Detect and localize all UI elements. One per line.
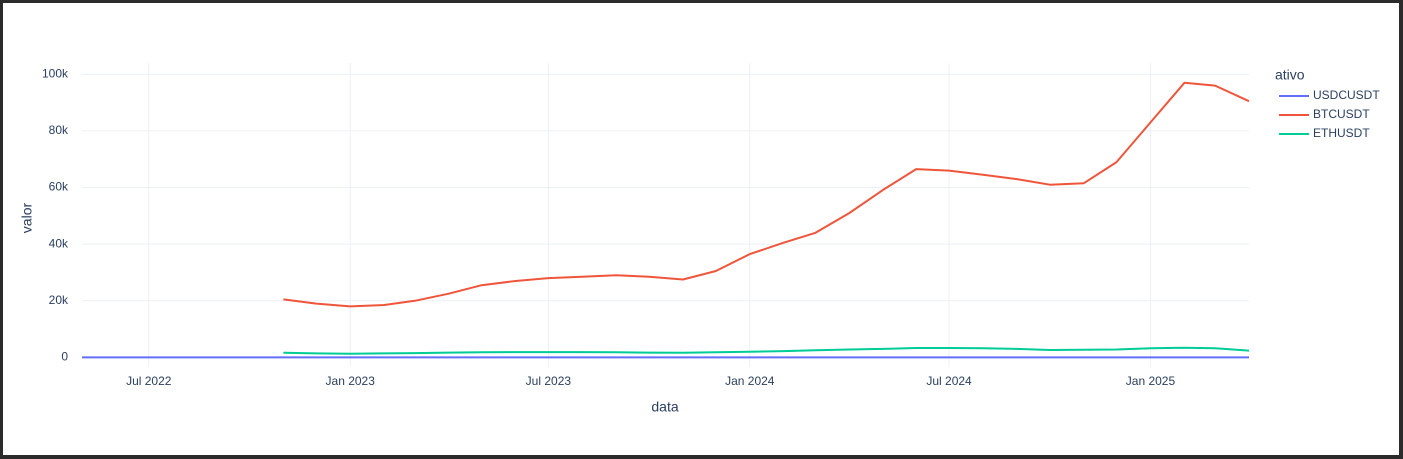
y-tick-label: 100k: [42, 66, 69, 80]
y-tick-label: 40k: [49, 236, 69, 250]
x-tick-label: Jan 2025: [1126, 374, 1176, 388]
x-tick-label: Jul 2023: [526, 374, 572, 388]
x-tick-label: Jul 2022: [126, 374, 172, 388]
x-axis-title: data: [651, 399, 678, 415]
y-axis-title: valor: [19, 202, 35, 233]
series-line: [283, 81, 1250, 308]
x-tick-label: Jan 2023: [326, 374, 376, 388]
y-tick-label: 60k: [49, 180, 69, 194]
legend-title: ativo: [1275, 67, 1305, 83]
legend-label: USDCUSDT: [1313, 88, 1380, 102]
y-tick-label: 0: [61, 350, 68, 364]
y-tick-label: 20k: [49, 293, 69, 307]
x-tick-label: Jan 2024: [725, 374, 775, 388]
y-tick-label: 80k: [49, 123, 69, 137]
legend-label: BTCUSDT: [1313, 107, 1370, 121]
background: [3, 3, 1399, 455]
series-line: [283, 346, 1250, 355]
x-tick-label: Jul 2024: [926, 374, 972, 388]
legend-label: ETHUSDT: [1313, 126, 1370, 140]
